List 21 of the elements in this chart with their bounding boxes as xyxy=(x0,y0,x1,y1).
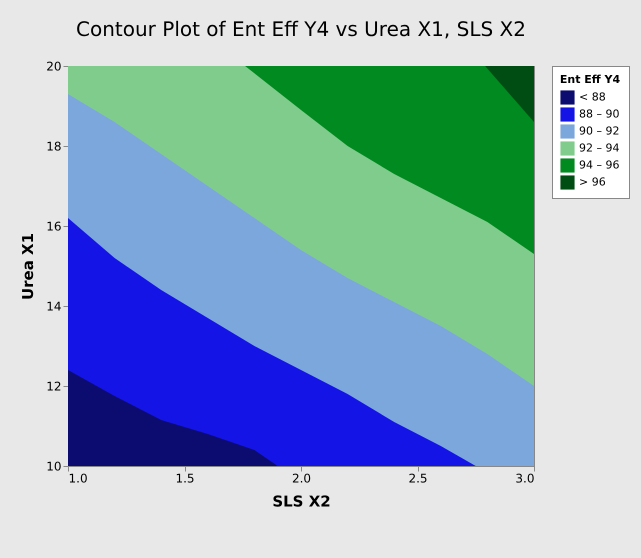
x-tick-label: 2.0 xyxy=(292,472,312,486)
legend-label: 88 – 90 xyxy=(579,108,620,120)
legend-label: 94 – 96 xyxy=(579,158,620,172)
y-axis-title: Urea X1 xyxy=(19,232,38,300)
legend-label: 92 – 94 xyxy=(579,142,620,154)
legend-label: 90 – 92 xyxy=(579,124,620,138)
y-tick-label: 20 xyxy=(46,60,62,74)
legend-title: Ent Eff Y4 xyxy=(560,73,620,86)
y-tick-label: 18 xyxy=(46,140,62,154)
y-tick-label: 16 xyxy=(46,220,62,234)
x-tick-label: 3.0 xyxy=(515,472,534,486)
chart-title: Contour Plot of Ent Eff Y4 vs Urea X1, SLS X2 xyxy=(76,17,526,41)
x-tick-label: 2.5 xyxy=(408,472,428,486)
y-tick-label: 14 xyxy=(46,300,62,314)
y-tick-label: 10 xyxy=(46,460,62,474)
legend-label: < 88 xyxy=(579,90,606,104)
x-tick-label: 1.0 xyxy=(68,472,88,486)
legend-label: > 96 xyxy=(579,176,606,188)
y-tick-label: 12 xyxy=(46,380,62,394)
x-tick-label: 1.5 xyxy=(175,472,195,486)
x-axis-title: SLS X2 xyxy=(272,492,331,510)
